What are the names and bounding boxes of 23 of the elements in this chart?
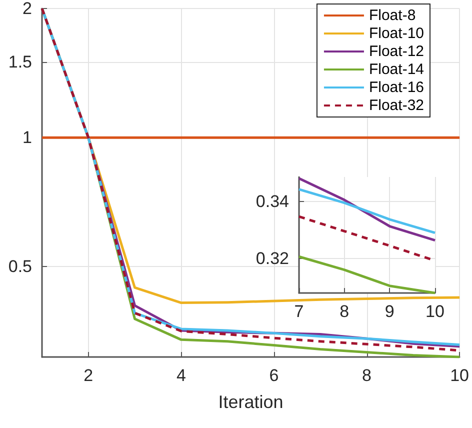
y-tick-label: 0.34 [256, 192, 289, 211]
y-tick-label: 0.5 [8, 257, 32, 276]
legend-label: Float-16 [368, 79, 424, 96]
y-tick-label: 1.5 [8, 52, 32, 72]
legend-label: Float-10 [368, 25, 424, 42]
y-tick-label: 1 [22, 128, 32, 148]
x-tick-label: 8 [362, 366, 372, 385]
line-series [298, 188, 436, 234]
x-tick-label: 7 [294, 302, 304, 321]
y-tick-label: 2 [22, 0, 32, 18]
legend-label: Float-14 [368, 61, 424, 78]
x-tick-label: 8 [340, 302, 350, 321]
x-tick-label: 10 [426, 302, 444, 321]
y-tick-label: 0.32 [256, 249, 289, 268]
x-tick-label: 4 [176, 366, 186, 385]
legend-label: Float-32 [368, 97, 424, 114]
x-tick-label: 6 [269, 366, 279, 385]
x-tick-label: 10 [450, 366, 470, 385]
legend-label: Float-12 [368, 43, 424, 60]
legend-label: Float-8 [368, 7, 416, 24]
x-tick-label: 2 [84, 366, 94, 385]
x-axis-title: Iteration [218, 392, 284, 412]
x-tick-label: 9 [384, 302, 394, 321]
